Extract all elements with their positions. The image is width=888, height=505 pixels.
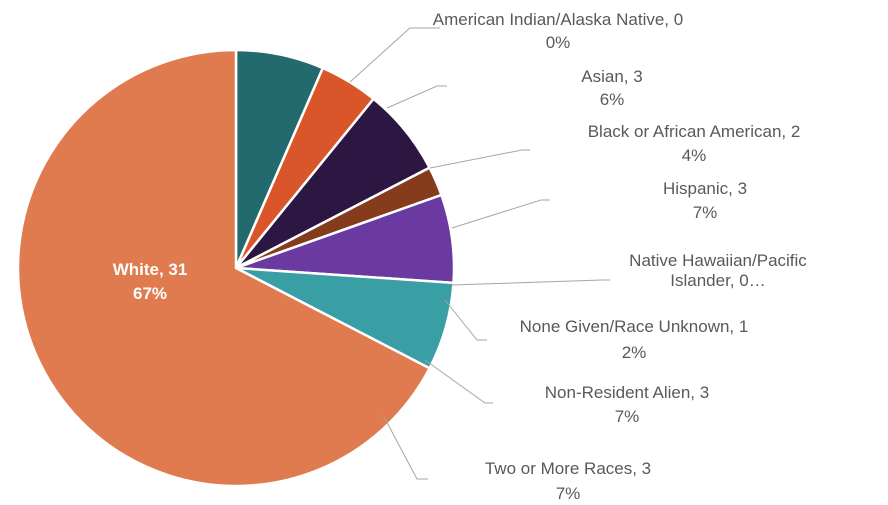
percent-label: 7% (692, 203, 718, 222)
data-label: American Indian/Alaska Native, 0 (432, 10, 684, 29)
percent-label: 67% (132, 284, 168, 303)
leader-line (451, 279, 610, 286)
leader-line (382, 414, 428, 480)
percent-label: 7% (614, 407, 640, 426)
data-label: Two or More Races, 3 (484, 459, 652, 478)
leader-line (444, 299, 487, 341)
leader-line (451, 199, 550, 229)
percent-label: 7% (555, 484, 581, 503)
leader-line (429, 149, 530, 169)
leader-line (386, 85, 447, 109)
data-label: Non-Resident Alien, 3 (544, 383, 710, 402)
percent-label: 0% (545, 33, 571, 52)
data-label: Hispanic, 3 (662, 179, 748, 198)
percent-label: 2% (621, 343, 647, 362)
data-label: Asian, 3 (581, 67, 643, 86)
leader-line (349, 27, 440, 83)
percent-label: 4% (681, 146, 707, 165)
pie-slice (16, 48, 432, 488)
data-label: Native Hawaiian/Pacific Islander, 0… (629, 251, 807, 290)
data-label: None Given/Race Unknown, 1 (519, 317, 749, 336)
data-label: White, 31 (112, 260, 188, 279)
percent-label: 6% (599, 90, 625, 109)
leader-line (424, 359, 493, 404)
data-label: Black or African American, 2 (587, 122, 801, 141)
